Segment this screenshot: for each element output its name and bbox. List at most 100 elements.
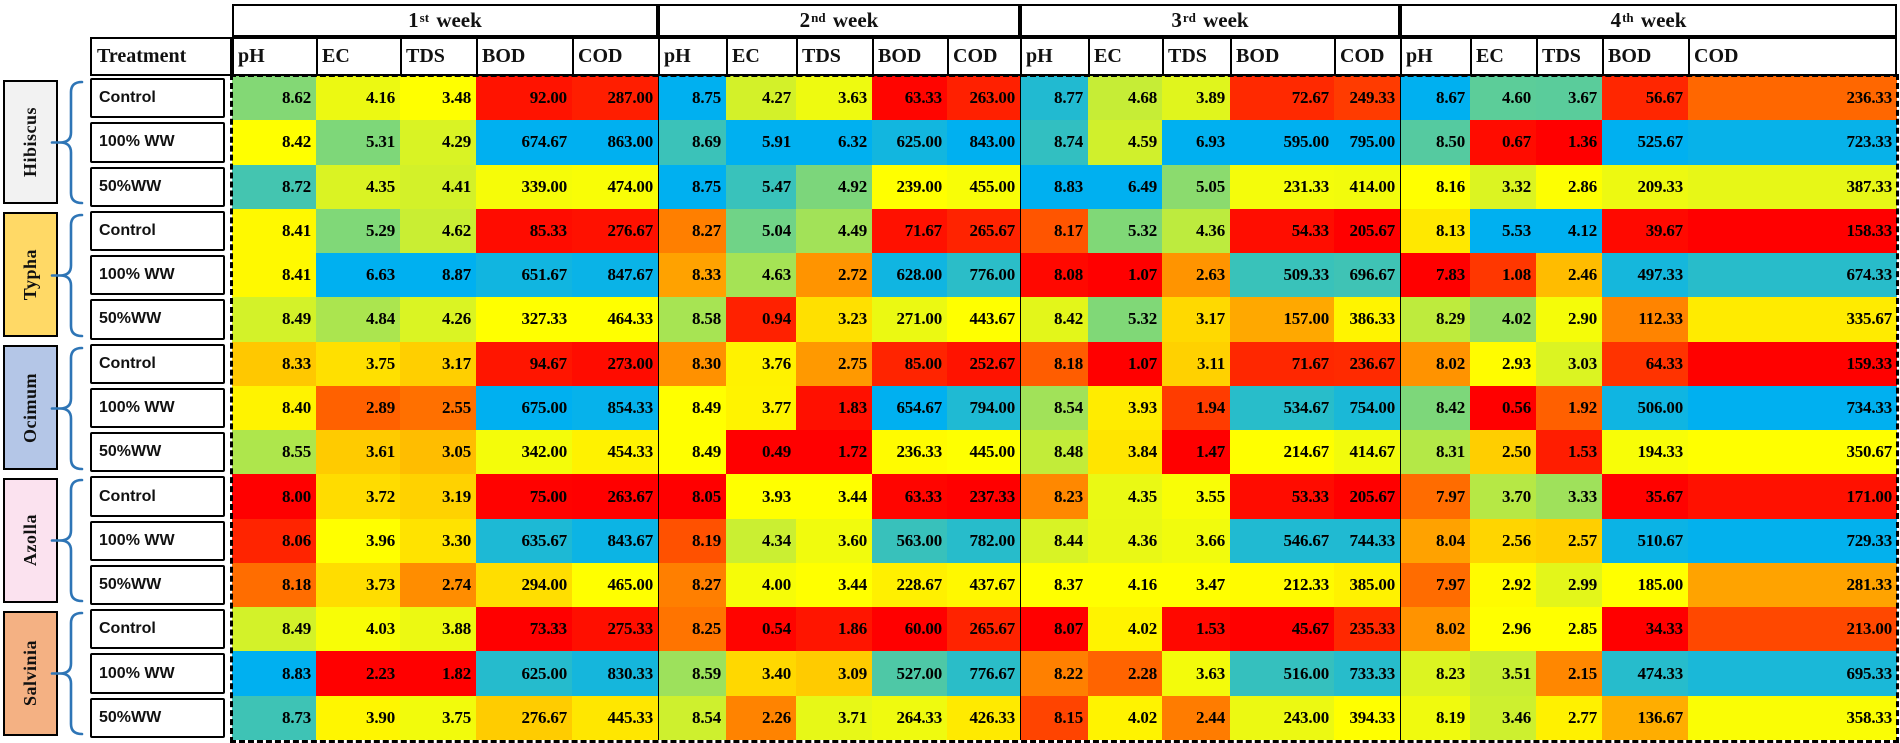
- param-header: BOD: [476, 37, 572, 76]
- data-cell: 157.00: [1230, 297, 1334, 342]
- data-cell: 516.00: [1230, 651, 1334, 696]
- group-brace: [50, 611, 84, 736]
- data-cell: 94.67: [476, 341, 572, 386]
- data-cell: 2.86: [1536, 164, 1602, 209]
- data-cell: 394.33: [1334, 695, 1400, 740]
- data-cell: 625.00: [872, 120, 947, 165]
- data-cell: 236.67: [1334, 341, 1400, 386]
- data-cell: 445.00: [947, 430, 1020, 475]
- data-cell: 3.40: [726, 651, 796, 696]
- data-cell: 8.02: [1400, 607, 1470, 652]
- data-cell: 8.05: [658, 474, 726, 519]
- data-cell: 8.77: [1020, 76, 1088, 121]
- data-cell: 546.67: [1230, 518, 1334, 563]
- data-cell: 265.67: [947, 208, 1020, 254]
- data-cell: 1.53: [1162, 607, 1230, 652]
- data-cell: 654.67: [872, 385, 947, 431]
- data-cell: 71.67: [1230, 341, 1334, 386]
- treatment-cell: Control: [90, 209, 232, 253]
- data-cell: 443.67: [947, 297, 1020, 342]
- data-cell: 3.93: [1088, 385, 1162, 431]
- data-cell: 5.53: [1470, 208, 1536, 254]
- data-cell: 209.33: [1602, 164, 1688, 209]
- data-cell: 5.31: [316, 120, 400, 165]
- data-cell: 75.00: [476, 474, 572, 519]
- data-cell: 2.56: [1470, 518, 1536, 563]
- data-cell: 276.67: [572, 208, 658, 254]
- data-cell: 3.71: [796, 695, 872, 740]
- data-cell: 2.26: [726, 695, 796, 740]
- treatment-label: 50%WW: [90, 299, 225, 340]
- data-cell: 8.27: [658, 208, 726, 254]
- data-cell: 7.97: [1400, 474, 1470, 519]
- data-cell: 228.67: [872, 562, 947, 608]
- data-cell: 8.13: [1400, 208, 1470, 254]
- data-cell: 4.35: [1088, 474, 1162, 519]
- data-cell: 8.49: [658, 385, 726, 431]
- data-cell: 696.67: [1334, 253, 1400, 298]
- data-cell: 249.33: [1334, 76, 1400, 121]
- group-brace: [50, 479, 84, 603]
- data-cell: 8.15: [1020, 695, 1088, 740]
- data-cell: 8.83: [232, 651, 316, 696]
- data-cell: 3.11: [1162, 341, 1230, 386]
- param-header: TDS: [1162, 37, 1230, 76]
- data-cell: 464.33: [572, 297, 658, 342]
- data-cell: 273.00: [572, 341, 658, 386]
- data-cell: 63.33: [872, 76, 947, 121]
- data-cell: 205.67: [1334, 208, 1400, 254]
- param-header: BOD: [1230, 37, 1334, 76]
- data-cell: 339.00: [476, 164, 572, 209]
- data-cell: 1.07: [1088, 253, 1162, 298]
- data-cell: 1.92: [1536, 385, 1602, 431]
- group-brace: [50, 80, 84, 205]
- data-cell: 159.33: [1688, 341, 1897, 386]
- data-cell: 4.49: [796, 208, 872, 254]
- data-cell: 8.72: [232, 164, 316, 209]
- data-cell: 327.33: [476, 297, 572, 342]
- data-cell: 205.67: [1334, 474, 1400, 519]
- data-cell: 3.32: [1470, 164, 1536, 209]
- data-cell: 563.00: [872, 518, 947, 563]
- data-cell: 4.36: [1088, 518, 1162, 563]
- data-cell: 527.00: [872, 651, 947, 696]
- data-cell: 625.00: [476, 651, 572, 696]
- data-cell: 6.63: [316, 253, 400, 298]
- data-cell: 8.30: [658, 341, 726, 386]
- data-cell: 263.67: [572, 474, 658, 519]
- data-cell: 497.33: [1602, 253, 1688, 298]
- data-cell: 509.33: [1230, 253, 1334, 298]
- data-cell: 287.00: [572, 76, 658, 121]
- data-cell: 8.04: [1400, 518, 1470, 563]
- data-cell: 3.89: [1162, 76, 1230, 121]
- data-cell: 2.57: [1536, 518, 1602, 563]
- data-cell: 3.90: [316, 695, 400, 740]
- data-cell: 4.00: [726, 562, 796, 608]
- data-cell: 8.54: [1020, 385, 1088, 431]
- data-cell: 2.85: [1536, 607, 1602, 652]
- data-cell: 776.67: [947, 651, 1020, 696]
- treatment-cell: Control: [90, 474, 232, 518]
- data-cell: 243.00: [1230, 695, 1334, 740]
- data-cell: 158.33: [1688, 208, 1897, 254]
- data-cell: 8.33: [658, 253, 726, 298]
- treatment-label: Control: [90, 343, 225, 384]
- treatment-label: Control: [90, 476, 225, 517]
- data-cell: 4.02: [1088, 607, 1162, 652]
- treatment-cell: 50%WW: [90, 297, 232, 341]
- param-header: pH: [1020, 37, 1088, 76]
- data-cell: 8.19: [1400, 695, 1470, 740]
- param-header: EC: [316, 37, 400, 76]
- data-cell: 1.08: [1470, 253, 1536, 298]
- data-cell: 695.33: [1688, 651, 1897, 696]
- data-cell: 3.44: [796, 562, 872, 608]
- data-cell: 3.17: [1162, 297, 1230, 342]
- data-cell: 8.49: [658, 430, 726, 475]
- data-cell: 4.35: [316, 164, 400, 209]
- data-cell: 8.41: [232, 253, 316, 298]
- data-cell: 112.33: [1602, 297, 1688, 342]
- data-cell: 213.00: [1688, 607, 1897, 652]
